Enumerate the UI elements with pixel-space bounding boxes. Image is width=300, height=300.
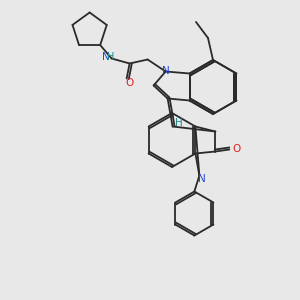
Text: N: N <box>102 52 110 62</box>
Text: N: N <box>197 173 205 184</box>
Text: N: N <box>162 65 170 76</box>
Text: O: O <box>125 77 134 88</box>
Text: H: H <box>107 52 114 62</box>
Text: H: H <box>175 118 182 128</box>
Text: O: O <box>232 145 241 154</box>
